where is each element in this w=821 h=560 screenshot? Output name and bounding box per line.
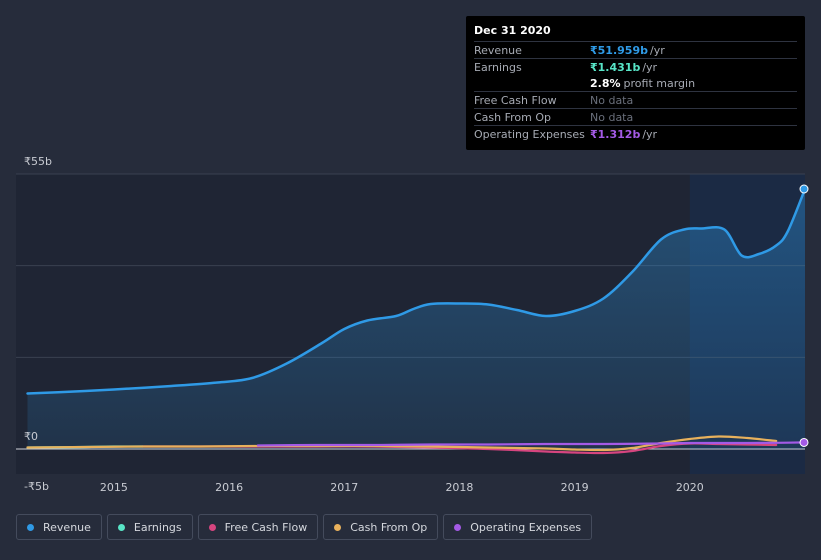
cash-from-op-dot-icon [334,523,342,531]
x-tick-label: 2020 [676,481,704,494]
y-tick-label: -₹5b [24,480,49,493]
tooltip-row-earnings: Earnings ₹1.431b /yr [474,58,797,75]
cash-from-op-line [26,435,778,452]
y-tick-label: ₹55b [24,155,52,168]
tooltip-unit: /yr [642,127,658,141]
tooltip-revenue-value: ₹51.959b [590,43,648,57]
free-cash-flow-dot-icon [208,523,216,531]
legend-label: Operating Expenses [470,520,582,534]
x-tick-label: 2017 [330,481,358,494]
legend-item-free-cash-flow[interactable]: Free Cash Flow [197,514,319,540]
tooltip-opex-value: ₹1.312b [590,127,641,141]
earnings-dot-icon [117,523,125,531]
legend-label: Earnings [133,520,182,534]
tooltip-row-opex: Operating Expenses ₹1.312b /yr [474,125,797,142]
x-tick-label: 2018 [445,481,473,494]
tooltip-label: Operating Expenses [474,127,585,141]
operating-expenses-line [256,441,807,447]
tooltip-label: Free Cash Flow [474,93,557,107]
x-axis-labels: 2015 2016 2017 2018 2019 2020 [100,481,704,494]
x-tick-label: 2016 [215,481,243,494]
y-axis-labels: ₹55b ₹0 -₹5b [24,155,52,493]
tooltip-fcf-value: No data [590,93,634,107]
tooltip-cfo-value: No data [590,110,634,124]
tooltip-label: Revenue [474,43,522,57]
legend-item-operating-expenses[interactable]: Operating Expenses [443,514,593,540]
operating-expenses-dot-icon [454,523,462,531]
x-tick-label: 2015 [100,481,128,494]
tooltip-date: Dec 31 2020 [474,24,551,37]
legend-item-cash-from-op[interactable]: Cash From Op [323,514,439,540]
legend-item-revenue[interactable]: Revenue [16,514,102,540]
tooltip-margin-value: 2.8% [590,76,621,90]
data-tooltip: Dec 31 2020 Revenue ₹51.959b /yr Earning… [466,16,805,150]
revenue-line [26,187,807,395]
series-end-markers [799,184,809,447]
series-lines [26,187,807,455]
tooltip-row-margin: 2.8% profit margin [474,75,797,91]
tooltip-row-cfo: Cash From Op No data [474,108,797,125]
series-areas [27,189,805,449]
tooltip-margin-text: profit margin [623,76,696,90]
tooltip-unit: /yr [649,43,665,57]
tooltip-row-fcf: Free Cash Flow No data [474,91,797,108]
tooltip-row-revenue: Revenue ₹51.959b /yr [474,41,797,58]
revenue-dot-icon [27,523,34,531]
tooltip-label: Earnings [474,60,522,74]
legend-label: Free Cash Flow [224,520,308,534]
x-tick-label: 2019 [561,481,589,494]
revenue-area [27,189,805,449]
legend-label: Revenue [43,520,91,534]
tooltip-earnings-value: ₹1.431b [590,60,641,74]
revenue-end-point [799,184,809,194]
legend-item-earnings[interactable]: Earnings [106,514,193,540]
operating-expenses-end-point [799,437,809,447]
tooltip-label: Cash From Op [474,110,552,124]
tooltip-unit: /yr [642,60,658,74]
legend-label: Cash From Op [350,520,428,534]
y-tick-label: ₹0 [24,430,38,443]
chart-legend: Revenue Earnings Free Cash Flow Cash Fro… [16,514,593,540]
